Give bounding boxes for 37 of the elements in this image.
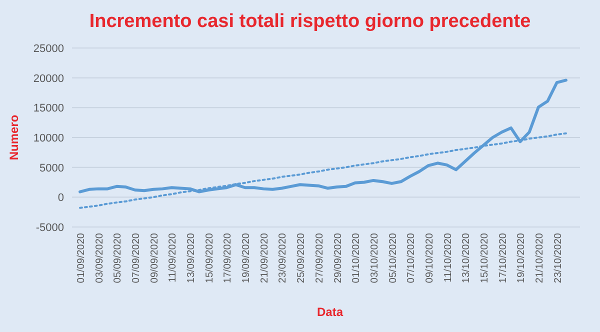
x-tick-label: 25/09/2020 xyxy=(296,232,308,284)
y-axis-title: Numero xyxy=(7,114,21,160)
x-tick-label: 19/09/2020 xyxy=(241,232,252,284)
x-tick-label: 23/09/2020 xyxy=(278,232,289,284)
y-tick-label: 10000 xyxy=(33,132,64,144)
y-tick-label: 20000 xyxy=(33,72,64,85)
x-tick-label: 07/10/2020 xyxy=(406,232,418,284)
x-tick-label: 13/09/2020 xyxy=(186,232,198,284)
x-tick-label: 15/09/2020 xyxy=(204,232,216,284)
x-axis-title: Data xyxy=(316,305,344,319)
x-tick-label: 03/09/2020 xyxy=(94,232,106,284)
y-tick-label: 0 xyxy=(58,192,64,204)
x-tick-label: 09/09/2020 xyxy=(149,232,160,284)
x-tick-label: 09/10/2020 xyxy=(424,232,436,284)
x-tick-label: 05/09/2020 xyxy=(112,232,124,284)
x-tick-label: 17/09/2020 xyxy=(222,232,234,284)
x-tick-label: 11/09/2020 xyxy=(168,232,179,282)
x-tick-label: 05/10/2020 xyxy=(388,232,399,284)
x-tick-label: 29/09/2020 xyxy=(332,232,344,284)
x-tick-label: 23/10/2020 xyxy=(552,232,564,284)
x-tick-label: 15/10/2020 xyxy=(479,232,490,284)
x-tick-label: 21/09/2020 xyxy=(259,232,270,284)
chart-title: Incremento casi totali rispetto giorno precedente xyxy=(89,11,531,32)
x-tick-label: 27/09/2020 xyxy=(314,232,326,284)
x-tick-label: 17/10/2020 xyxy=(498,232,509,284)
x-tick-label: 13/10/2020 xyxy=(461,232,472,284)
y-tick-label: 5000 xyxy=(40,162,64,174)
x-tick-label: 07/09/2020 xyxy=(131,232,142,284)
x-tick-label: 19/10/2020 xyxy=(516,232,528,284)
x-tick-label: 01/09/2020 xyxy=(76,232,87,284)
y-tick-label: -5000 xyxy=(36,222,64,234)
x-tick-label: 01/10/2020 xyxy=(351,232,362,284)
x-tick-label: 11/10/2020 xyxy=(442,232,454,282)
y-tick-label: 25000 xyxy=(33,43,64,55)
x-tick-label: 21/10/2020 xyxy=(534,232,546,284)
y-tick-label: 15000 xyxy=(33,102,64,115)
x-tick-label: 03/10/2020 xyxy=(369,232,380,284)
